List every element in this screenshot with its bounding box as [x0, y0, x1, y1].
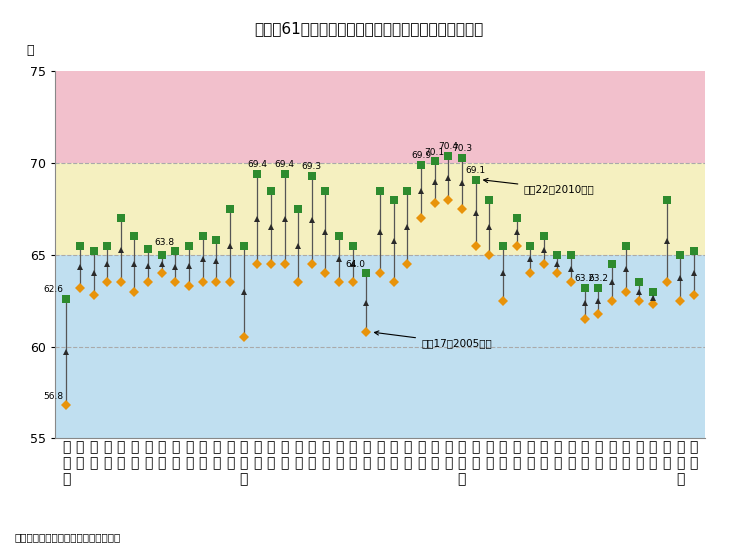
- Text: 70.3: 70.3: [452, 144, 472, 153]
- Text: 64.0: 64.0: [345, 260, 365, 269]
- Text: 70.4: 70.4: [438, 142, 458, 151]
- Text: 70.1: 70.1: [424, 147, 445, 157]
- Text: 69.1: 69.1: [466, 166, 486, 175]
- Bar: [55, 255, 705, 438]
- Text: 62.6: 62.6: [44, 286, 63, 294]
- Text: 69.3: 69.3: [302, 162, 322, 172]
- Text: 平成17（2005）年: 平成17（2005）年: [374, 331, 492, 348]
- Text: 図２－61　都道府県別農業就業人口の平均年齢の推移: 図２－61 都道府県別農業就業人口の平均年齢の推移: [255, 21, 483, 36]
- Text: 63.8: 63.8: [154, 238, 174, 247]
- Bar: [55, 71, 705, 163]
- Bar: [55, 163, 705, 255]
- Text: 69.4: 69.4: [275, 161, 294, 169]
- Text: 56.8: 56.8: [44, 392, 63, 401]
- Text: 平成22（2010）年: 平成22（2010）年: [483, 179, 594, 194]
- Text: 63.2: 63.2: [575, 275, 595, 283]
- Text: 63.2: 63.2: [588, 275, 608, 283]
- Text: 69.4: 69.4: [247, 161, 267, 169]
- Text: 69.9: 69.9: [411, 151, 431, 160]
- Text: 歳: 歳: [26, 43, 34, 56]
- Text: 資料：農林水産省「農林業センサス」: 資料：農林水産省「農林業センサス」: [15, 533, 121, 543]
